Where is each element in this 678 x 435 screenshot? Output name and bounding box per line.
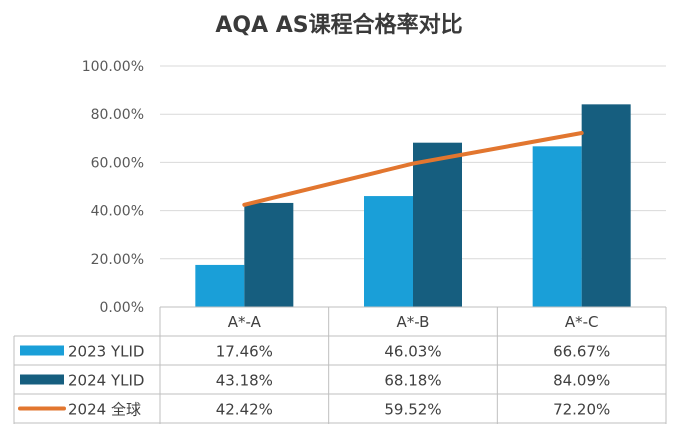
- bar-2024-ylid-2: [581, 104, 631, 307]
- legend-label: 2023 YLID: [68, 343, 144, 361]
- legend-swatch: [20, 374, 64, 385]
- data-table: A*-A A*-B A*-C 2023 YLID 17.46% 46.03% 66.67% 2…: [13, 306, 667, 424]
- chart-title: AQA AS课程合格率对比: [215, 12, 462, 38]
- legend-swatch: [20, 345, 64, 356]
- bars: [195, 104, 631, 307]
- category-label: A*-C: [565, 313, 599, 331]
- data-cell: 68.18%: [384, 372, 441, 390]
- data-cell: 43.18%: [216, 372, 273, 390]
- data-cell: 66.67%: [553, 343, 610, 361]
- y-axis-ticks: 0.00% 20.00% 40.00% 60.00% 80.00% 100.00%: [82, 59, 144, 316]
- legend-label: 2024 YLID: [68, 372, 144, 390]
- category-label: A*-B: [397, 313, 430, 331]
- y-tick-label: 20.00%: [91, 252, 144, 268]
- bar-2024-ylid-1: [413, 142, 462, 307]
- y-tick-label: 40.00%: [91, 204, 144, 220]
- data-cell: 17.46%: [216, 343, 273, 361]
- bar-2023-ylid-1: [364, 196, 413, 307]
- data-cell: 59.52%: [384, 401, 441, 419]
- y-tick-label: 80.00%: [91, 107, 144, 123]
- data-cell: 42.42%: [216, 401, 273, 419]
- bar-2024-ylid-0: [244, 202, 294, 307]
- category-label: A*-A: [228, 313, 262, 331]
- y-tick-label: 60.00%: [91, 155, 144, 171]
- data-cell: 46.03%: [384, 343, 441, 361]
- y-tick-label: 0.00%: [100, 300, 144, 316]
- bar-2023-ylid-0: [195, 264, 245, 307]
- legend-label: 2024 全球: [68, 401, 141, 419]
- data-cell: 72.20%: [553, 401, 610, 419]
- data-cell: 84.09%: [553, 372, 610, 390]
- line-series: [242, 130, 584, 207]
- y-tick-label: 100.00%: [82, 59, 144, 75]
- bar-2023-ylid-2: [532, 146, 582, 307]
